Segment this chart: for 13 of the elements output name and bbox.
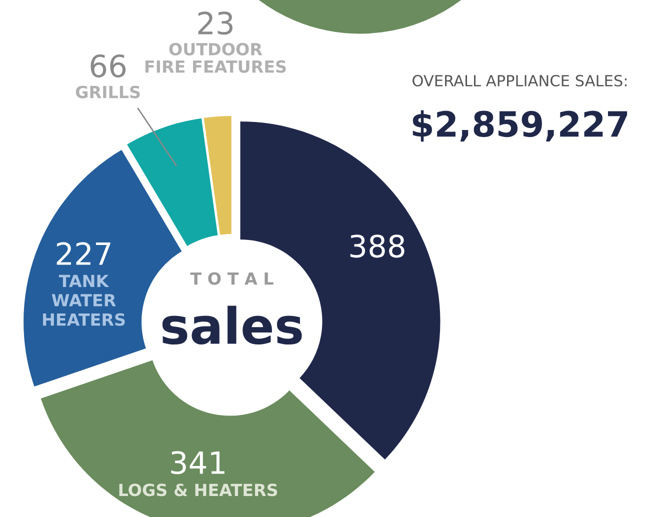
text: sales: [162, 306, 302, 345]
data-label: 66: [90, 54, 126, 78]
data-label: 227: [56, 242, 110, 265]
text: $2,859,227: [412, 110, 628, 142]
data-label: 388: [350, 234, 404, 258]
data-label: 341: [171, 451, 224, 474]
slice-label: GRILLS: [76, 86, 140, 98]
slice-label: LOGS & HEATERS: [119, 484, 278, 496]
slice-label: OUTDOOR FIRE FEATURES: [145, 42, 286, 73]
text: T O T A L: [190, 272, 274, 285]
data-label: 23: [198, 12, 232, 35]
text: OVERALL APPLIANCE SALES:: [412, 74, 627, 86]
slice-label: TANK WATER HEATERS: [43, 274, 125, 326]
